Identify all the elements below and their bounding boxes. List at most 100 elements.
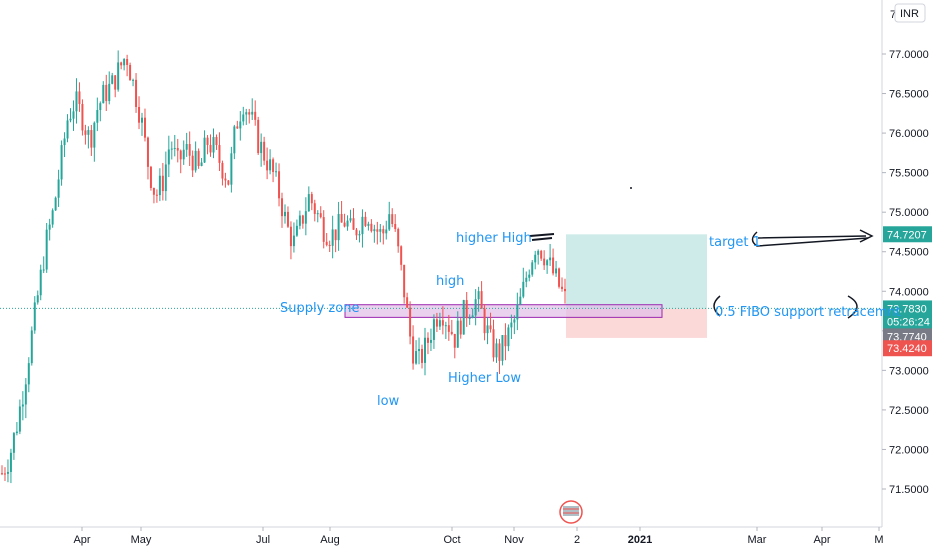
candle-body xyxy=(471,315,474,318)
time-axis[interactable]: Apr May Jul Aug Oct Nov 2 2021 Mar Apr M xyxy=(73,527,884,546)
candle-body xyxy=(400,246,403,265)
candle-body xyxy=(39,269,42,296)
y-tick-label: 76.0000 xyxy=(889,128,929,140)
candle-body xyxy=(188,144,191,156)
annotation-target-1: target 1 xyxy=(709,235,761,250)
candle-body xyxy=(292,235,295,247)
annotation-high: high xyxy=(436,274,464,289)
candle-body xyxy=(480,291,483,309)
candle-body xyxy=(215,137,218,146)
candle-body xyxy=(60,145,63,180)
candle-body xyxy=(495,343,498,358)
candle-body xyxy=(105,84,108,102)
candle-body xyxy=(423,337,426,363)
candle-body xyxy=(516,304,519,320)
x-tick-label: 2 xyxy=(574,534,580,546)
candle-body xyxy=(426,337,429,343)
candle-body xyxy=(200,162,203,166)
candle-body xyxy=(492,329,495,358)
candle-body xyxy=(203,137,206,163)
candle-body xyxy=(179,150,182,160)
candle-body xyxy=(391,214,394,224)
candle-body xyxy=(382,229,385,234)
candle-body xyxy=(456,320,459,348)
price-badge xyxy=(883,340,932,357)
candle-body xyxy=(99,103,102,110)
y-tick-label: 75.5000 xyxy=(889,168,929,180)
candle-body xyxy=(528,274,531,278)
candle-body xyxy=(260,141,263,154)
candle-body xyxy=(355,229,358,236)
candle-body xyxy=(334,229,337,241)
candle-body xyxy=(90,130,93,148)
candle-body xyxy=(227,180,230,185)
candle-body xyxy=(316,213,319,215)
y-tick-label: 74.5000 xyxy=(889,247,929,259)
candle-body xyxy=(331,229,334,246)
x-tick-label: May xyxy=(131,534,152,546)
candle-body xyxy=(558,268,561,287)
x-tick-label: Oct xyxy=(443,534,460,546)
candle-body xyxy=(313,203,316,214)
candle-body xyxy=(242,114,245,122)
candle-body xyxy=(361,216,364,235)
candle-body xyxy=(194,150,197,171)
candle-body xyxy=(185,144,188,150)
trade-zones xyxy=(0,234,882,338)
candle-body xyxy=(507,327,510,347)
grid-lines xyxy=(0,0,883,528)
candle-body xyxy=(275,171,278,173)
price-badge-label: 73.7830 xyxy=(887,303,927,315)
candle-body xyxy=(421,348,424,363)
candle-body xyxy=(158,175,161,196)
x-tick-label: Jul xyxy=(256,534,270,546)
candle-body xyxy=(75,91,78,112)
candle-body xyxy=(18,406,21,432)
drawings xyxy=(529,187,874,319)
candle-body xyxy=(343,222,346,227)
candle-body xyxy=(3,473,6,475)
currency-button[interactable]: INR xyxy=(894,3,926,23)
candle-body xyxy=(135,79,138,108)
candle-body xyxy=(141,117,144,123)
candle-body xyxy=(486,325,489,334)
target-arrow-curve xyxy=(751,231,869,247)
flag-icon xyxy=(559,500,583,524)
candle-body xyxy=(453,333,456,348)
candle-body xyxy=(337,214,340,241)
candle-body xyxy=(388,214,391,230)
x-tick-label: Nov xyxy=(504,534,524,546)
candle-body xyxy=(444,325,447,327)
candle-body xyxy=(510,322,513,328)
candle-body xyxy=(409,307,412,337)
candle-body xyxy=(72,111,75,119)
candle-body xyxy=(278,171,281,199)
candle-body xyxy=(379,229,382,232)
candle-body xyxy=(197,150,200,166)
candle-body xyxy=(209,144,212,153)
candle-body xyxy=(412,336,415,364)
candle-body xyxy=(298,215,301,226)
candle-body xyxy=(6,471,9,474)
candle-body xyxy=(283,211,286,217)
candle-body xyxy=(114,75,117,90)
candle-body xyxy=(57,179,60,198)
candle-body xyxy=(358,234,361,236)
candle-body xyxy=(30,330,33,364)
candle-body xyxy=(66,120,69,139)
candle-body xyxy=(54,197,57,211)
y-tick-label: 75.0000 xyxy=(889,207,929,219)
candle-body xyxy=(418,348,421,352)
candle-body xyxy=(406,297,409,308)
candle-body xyxy=(438,320,441,327)
candle-body xyxy=(385,229,388,234)
candle-body xyxy=(212,137,215,153)
candle-body xyxy=(561,286,564,289)
candle-body xyxy=(462,300,465,335)
candle-body xyxy=(537,250,540,255)
price-axis[interactable]: 77.0000 76.5000 76.0000 75.5000 75.0000 74.50… xyxy=(882,49,929,496)
target-arrow xyxy=(757,229,874,243)
price-badge xyxy=(883,226,932,243)
